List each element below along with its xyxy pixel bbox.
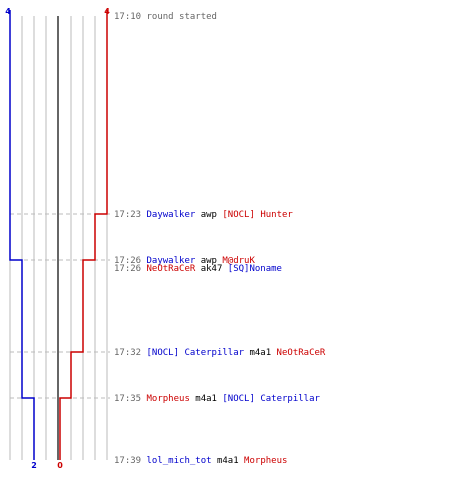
event-row: 17:23 Daywalker awp [NOCL] Hunter [114,210,293,220]
event-row: 17:26 Daywalker awp M@druK [114,256,255,266]
event-player: lol_mich_tot [141,456,211,466]
event-message: round started [141,12,217,22]
event-weapon: awp [195,210,217,220]
event-time: 17:32 [114,348,141,358]
event-weapon: m4a1 [190,394,217,404]
score-step-lines [9,10,108,460]
blue-start-score: 4 [5,7,11,16]
red-start-score: 4 [104,7,110,16]
event-row: 17:32 [NOCL] Caterpillar m4a1 NeOtRaCeR [114,348,326,358]
event-player: Morpheus [141,394,190,404]
blue-score-line [9,10,35,460]
graph-grid [9,16,108,460]
event-log: 17:10 round started 17:23 Daywalker awp [… [114,12,326,466]
event-time: 17:35 [114,394,141,404]
event-row: 17:39 lol_mich_tot m4a1 Morpheus [114,456,287,466]
event-player: [NOCL] Caterpillar [217,394,321,404]
event-time: 17:23 [114,210,141,220]
event-row: 17:35 Morpheus m4a1 [NOCL] Caterpillar [114,394,321,404]
event-weapon: m4a1 [212,456,239,466]
event-row: 17:10 round started [114,12,217,22]
event-player: NeOtRaCeR [271,348,326,358]
event-player: [NOCL] Hunter [217,210,293,220]
event-row: 17:26 NeOtRaCeR ak47 [SQ]Noname [114,264,282,274]
event-player: Daywalker [141,256,196,266]
event-time: 17:26 [114,256,141,266]
red-end-score: 0 [57,461,63,470]
event-time: 17:39 [114,456,141,466]
event-weapon: m4a1 [244,348,271,358]
event-player: [NOCL] Caterpillar [141,348,245,358]
event-time: 17:10 [114,12,141,22]
event-player: [SQ]Noname [222,264,282,274]
event-player: Morpheus [239,456,288,466]
event-player: Daywalker [141,210,196,220]
event-player: M@druK [217,256,256,266]
event-player: NeOtRaCeR [141,264,196,274]
event-time: 17:26 [114,264,141,274]
blue-end-score: 2 [31,461,37,470]
red-score-line [59,10,108,460]
event-weapon: awp [195,256,217,266]
event-weapon: ak47 [195,264,222,274]
